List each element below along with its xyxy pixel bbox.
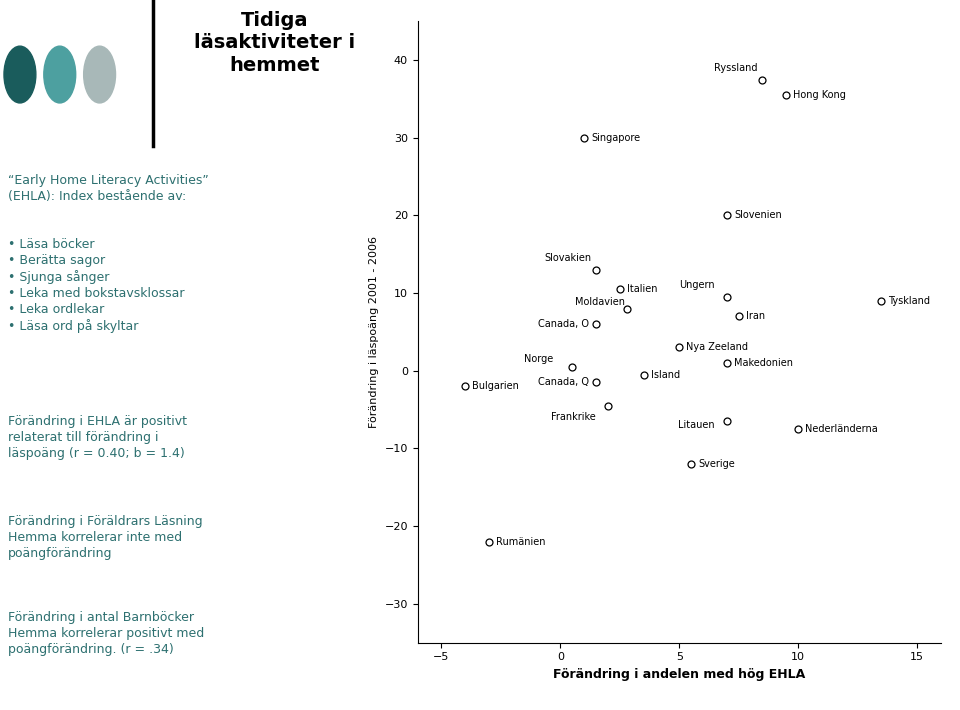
Text: “Early Home Literacy Activities”
(EHLA): Index bestående av:: “Early Home Literacy Activities” (EHLA):…: [8, 174, 208, 203]
Circle shape: [84, 46, 115, 103]
Text: Norge: Norge: [524, 354, 553, 364]
Text: Makedonien: Makedonien: [733, 358, 793, 368]
Text: Nederländerna: Nederländerna: [805, 424, 878, 434]
Circle shape: [44, 46, 76, 103]
Text: Island: Island: [651, 370, 680, 380]
Text: Italien: Italien: [627, 284, 658, 294]
Text: Förändring i Föräldrars Läsning
Hemma korrelerar inte med
poängförändring: Förändring i Föräldrars Läsning Hemma ko…: [8, 515, 203, 559]
Y-axis label: Förändring i läspoäng 2001 - 2006: Förändring i läspoäng 2001 - 2006: [369, 236, 379, 428]
Circle shape: [4, 46, 36, 103]
Text: Slovakien: Slovakien: [544, 253, 591, 263]
Text: Singapore: Singapore: [591, 133, 640, 143]
Text: Moldavien: Moldavien: [574, 297, 625, 307]
Text: Bulgarien: Bulgarien: [472, 381, 519, 391]
Text: • Läsa böcker
• Berätta sagor
• Sjunga sånger
• Leka med bokstavsklossar
• Leka : • Läsa böcker • Berätta sagor • Sjunga s…: [8, 238, 184, 334]
Text: Förändring i antal Barnböcker
Hemma korrelerar positivt med
poängförändring. (r : Förändring i antal Barnböcker Hemma korr…: [8, 611, 204, 655]
Text: Frankrike: Frankrike: [551, 413, 596, 422]
Text: Nya Zeeland: Nya Zeeland: [686, 342, 749, 352]
Text: Tidiga
läsaktiviteter i
hemmet: Tidiga läsaktiviteter i hemmet: [194, 11, 355, 75]
X-axis label: Förändring i andelen med hög EHLA: Förändring i andelen med hög EHLA: [553, 668, 805, 681]
Text: Sverige: Sverige: [698, 459, 735, 469]
Text: Ungern: Ungern: [680, 280, 715, 290]
Text: Rumänien: Rumänien: [496, 537, 545, 547]
Text: Iran: Iran: [746, 312, 765, 322]
Text: Tyskland: Tyskland: [888, 296, 930, 306]
Text: Slovenien: Slovenien: [733, 210, 781, 220]
Text: Canada, O: Canada, O: [538, 320, 588, 329]
Text: Förändring i EHLA är positivt
relaterat till förändring i
läspoäng (r = 0.40; b : Förändring i EHLA är positivt relaterat …: [8, 415, 187, 460]
Text: Litauen: Litauen: [679, 420, 715, 430]
Text: Hong Kong: Hong Kong: [793, 90, 846, 100]
Text: Canada, Q: Canada, Q: [538, 378, 588, 388]
Text: Ryssland: Ryssland: [714, 63, 757, 73]
